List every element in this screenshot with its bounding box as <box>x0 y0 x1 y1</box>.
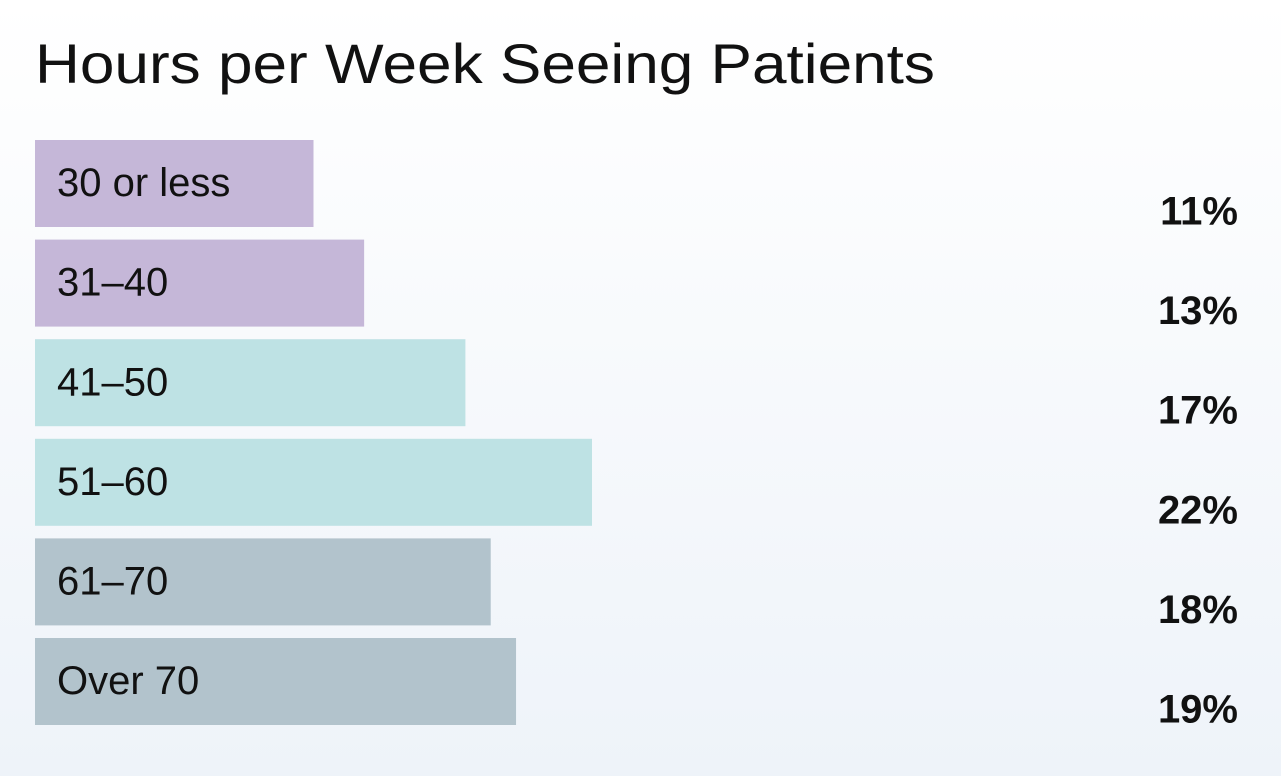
value-label: 22% <box>1158 488 1238 532</box>
chart-title: Hours per Week Seeing Patients <box>35 32 935 95</box>
value-label: 18% <box>1158 588 1238 632</box>
category-label: 31–40 <box>57 261 168 305</box>
bar <box>35 538 491 626</box>
category-label: Over 70 <box>57 659 199 703</box>
bar <box>35 638 517 725</box>
category-label: 30 or less <box>57 161 230 205</box>
value-label: 13% <box>1158 289 1238 333</box>
bar <box>35 339 466 427</box>
bar <box>35 140 314 227</box>
bar <box>35 438 592 526</box>
category-label: 51–60 <box>57 460 168 504</box>
value-label: 11% <box>1160 190 1238 234</box>
value-label: 19% <box>1158 688 1238 732</box>
category-label: 41–50 <box>57 360 168 404</box>
category-label: 61–70 <box>57 559 168 603</box>
value-label: 17% <box>1158 389 1238 433</box>
bar <box>35 239 365 327</box>
